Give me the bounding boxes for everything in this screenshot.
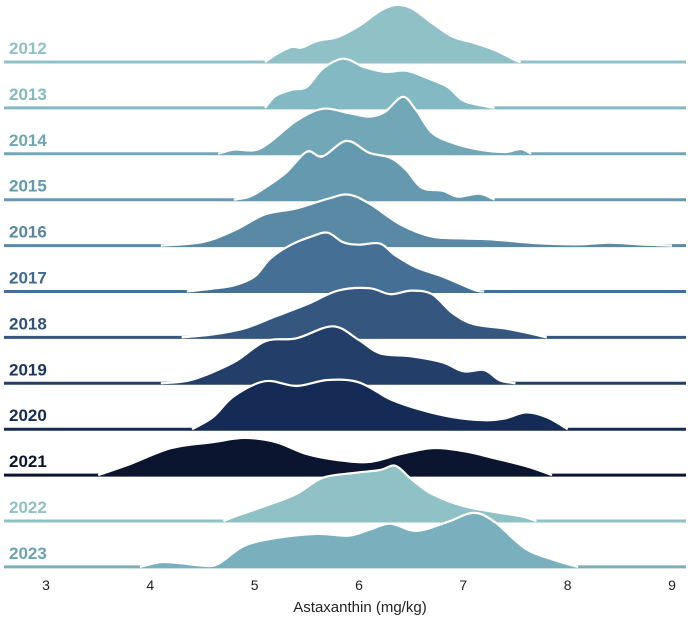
density-outline-2019 [160, 325, 516, 385]
x-axis-title: Astaxanthin (mg/kg) [293, 599, 426, 616]
density-outline-2016 [160, 193, 673, 247]
year-labels: 2012 2013 2014 2015 2016 2017 2018 2019 2020 2021… [9, 39, 47, 563]
density-outline-2012 [264, 3, 522, 64]
density-area-2022 [223, 465, 537, 521]
year-label-2021: 2021 [9, 452, 47, 471]
density-outline-2022 [223, 464, 537, 523]
density-area-2013 [265, 58, 495, 108]
density-outline-2021 [97, 436, 553, 477]
ridge-2015 [4, 139, 686, 202]
density-area-2021 [98, 437, 552, 476]
density-area-2020 [192, 379, 568, 430]
ridge-2013 [4, 57, 686, 110]
ridge-2020 [4, 378, 686, 431]
density-outline-2020 [191, 378, 569, 431]
density-area-2012 [265, 4, 521, 63]
year-label-2022: 2022 [9, 498, 47, 517]
density-area-2015 [233, 140, 495, 200]
density-outline-2014 [217, 95, 532, 155]
x-axis: 3 4 5 6 7 8 9 [42, 577, 676, 593]
ridge-2019 [4, 325, 686, 385]
ridge-2016 [4, 193, 686, 248]
year-label-2014: 2014 [9, 131, 47, 150]
density-outline-2023 [139, 511, 579, 568]
density-area-2019 [160, 326, 516, 384]
ridge-2012 [4, 3, 686, 64]
x-tick-label-6: 6 [355, 577, 363, 593]
density-outline-2013 [264, 57, 495, 109]
density-outline-2017 [186, 231, 485, 293]
x-tick-label-8: 8 [564, 577, 572, 593]
density-area-2023 [139, 512, 579, 567]
x-tick-label-5: 5 [251, 577, 259, 593]
x-tick-label-3: 3 [42, 577, 50, 593]
year-label-2012: 2012 [9, 39, 47, 58]
ridge-2023 [4, 511, 686, 569]
ridge-2021 [4, 436, 686, 477]
year-label-2020: 2020 [9, 406, 47, 425]
ridge-2022 [4, 464, 686, 523]
density-area-2016 [160, 194, 673, 246]
x-tick-label-7: 7 [459, 577, 467, 593]
year-label-2023: 2023 [9, 544, 47, 563]
year-label-2017: 2017 [9, 269, 47, 288]
density-area-2014 [218, 96, 532, 154]
year-label-2015: 2015 [9, 177, 47, 196]
density-area-2018 [181, 287, 547, 338]
year-label-2019: 2019 [9, 360, 47, 379]
x-tick-label-4: 4 [146, 577, 154, 593]
density-outline-2018 [181, 286, 548, 339]
density-outline-2015 [233, 139, 496, 201]
ridges [4, 3, 686, 569]
year-label-2013: 2013 [9, 85, 47, 104]
year-label-2018: 2018 [9, 314, 47, 333]
x-tick-label-9: 9 [668, 577, 676, 593]
year-label-2016: 2016 [9, 223, 47, 242]
density-area-2017 [186, 232, 485, 292]
